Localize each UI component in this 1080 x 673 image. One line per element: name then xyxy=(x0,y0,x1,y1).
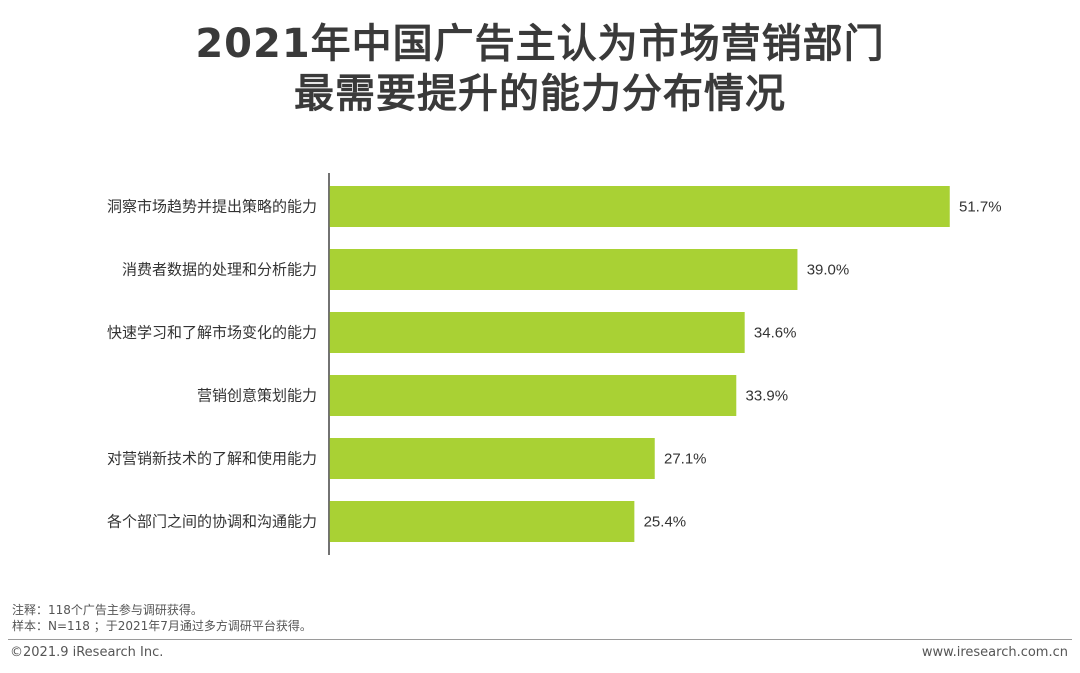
bar xyxy=(329,375,737,416)
data-label: 39.0% xyxy=(807,262,850,279)
footer-copyright: ©2021.9 iResearch Inc. xyxy=(10,645,164,660)
chart-title-line-1: 2021年中国广告主认为市场营销部门 xyxy=(195,21,885,67)
bar-chart: 洞察市场趋势并提出策略的能力 51.7% 消费者数据的处理和分析能力 39.0% 快速学… xyxy=(107,173,1002,555)
footer-website[interactable]: www.iresearch.com.cn xyxy=(921,645,1068,660)
note-text: 注释：118个广告主参与调研获得。 xyxy=(12,603,203,617)
data-label: 51.7% xyxy=(959,199,1002,216)
bar xyxy=(329,249,798,290)
bar xyxy=(329,501,635,542)
category-label: 对营销新技术的了解和使用能力 xyxy=(107,450,317,468)
data-label: 34.6% xyxy=(754,325,797,342)
bar xyxy=(329,312,745,353)
data-label: 33.9% xyxy=(746,388,789,405)
category-label: 消费者数据的处理和分析能力 xyxy=(122,261,317,279)
category-label: 洞察市场趋势并提出策略的能力 xyxy=(107,198,317,216)
data-label: 27.1% xyxy=(664,451,707,468)
data-label: 25.4% xyxy=(644,514,687,531)
bar xyxy=(329,438,655,479)
category-label: 营销创意策划能力 xyxy=(197,387,317,405)
category-label: 各个部门之间的协调和沟通能力 xyxy=(107,513,317,531)
footer-divider xyxy=(8,639,1072,640)
category-label: 快速学习和了解市场变化的能力 xyxy=(107,324,317,342)
chart-title-line-2: 最需要提升的能力分布情况 xyxy=(294,71,786,117)
bar xyxy=(329,186,950,227)
sample-text: 样本：N=118 ；于2021年7月通过多方调研平台获得。 xyxy=(12,619,312,633)
